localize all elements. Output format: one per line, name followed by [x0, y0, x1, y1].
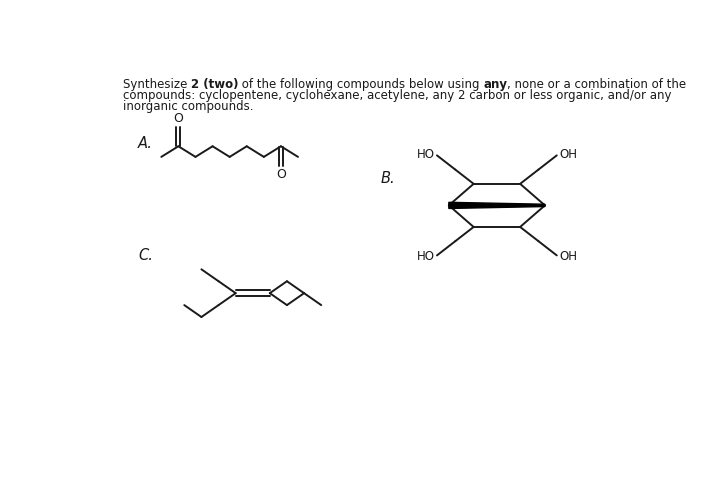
- Text: A.: A.: [138, 136, 153, 151]
- Text: O: O: [276, 168, 286, 181]
- Text: OH: OH: [559, 250, 577, 262]
- Text: 2 (two): 2 (two): [191, 78, 238, 91]
- Text: HO: HO: [417, 250, 435, 262]
- Text: compounds: cyclopentene, cyclohexane, acetylene, any 2 carbon or less organic, a: compounds: cyclopentene, cyclohexane, ac…: [122, 89, 671, 102]
- Text: Synthesize: Synthesize: [122, 78, 191, 91]
- Text: C.: C.: [138, 248, 153, 263]
- Text: OH: OH: [559, 148, 577, 161]
- Text: inorganic compounds.: inorganic compounds.: [122, 100, 253, 113]
- Text: , none or a combination of the: , none or a combination of the: [508, 78, 687, 91]
- Text: O: O: [174, 112, 184, 125]
- Polygon shape: [449, 202, 545, 208]
- Text: any: any: [483, 78, 508, 91]
- Text: B.: B.: [381, 171, 395, 186]
- Text: of the following compounds below using: of the following compounds below using: [238, 78, 483, 91]
- Text: HO: HO: [417, 148, 435, 161]
